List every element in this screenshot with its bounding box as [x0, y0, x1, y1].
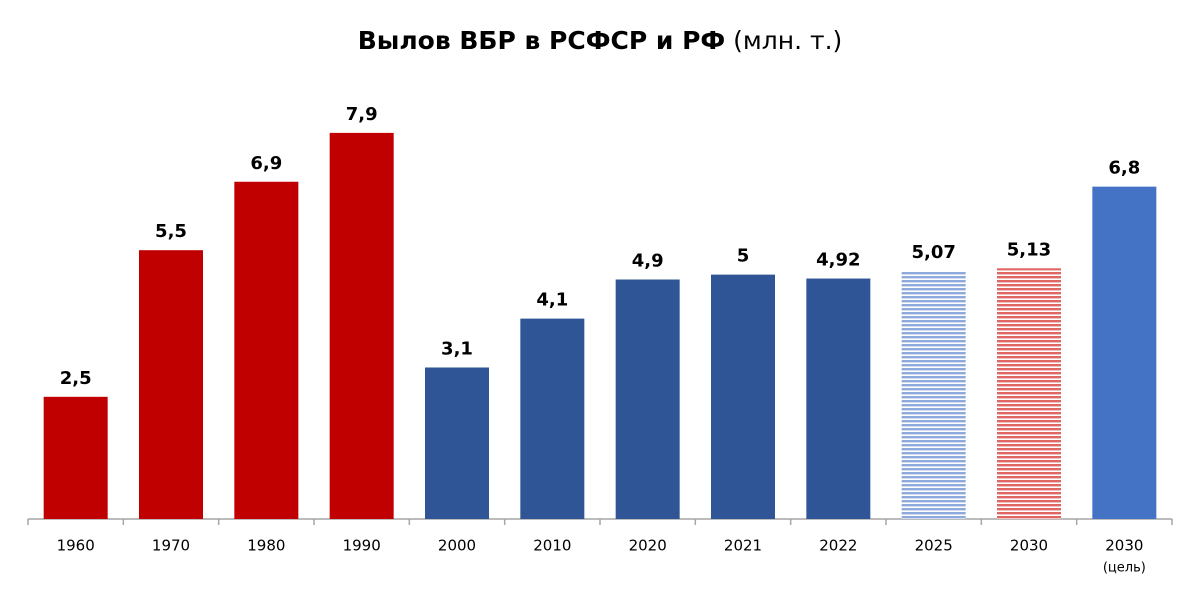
x-tick-label: 2030	[1010, 537, 1048, 555]
bar	[711, 274, 775, 519]
chart-title: Вылов ВБР в РСФСР и РФ (млн. т.)	[358, 26, 843, 55]
x-tick-note: (цель)	[1103, 561, 1146, 576]
x-tick-label: 2021	[724, 537, 762, 555]
x-tick-label: 2010	[533, 537, 571, 555]
bar	[806, 278, 871, 519]
value-label: 5,13	[1007, 239, 1051, 260]
bar	[520, 318, 585, 519]
bar	[615, 279, 680, 519]
value-label: 6,8	[1108, 158, 1140, 179]
x-tick-label: 2025	[915, 537, 953, 555]
x-tick-label: 2000	[438, 537, 476, 555]
bar	[329, 132, 394, 519]
value-label: 5,5	[155, 221, 187, 242]
value-label: 6,9	[250, 153, 282, 174]
x-tick-label: 1980	[247, 537, 285, 555]
value-label: 7,9	[346, 104, 378, 125]
bar	[139, 250, 203, 519]
value-label: 2,5	[60, 368, 92, 389]
bar	[234, 181, 299, 519]
bar	[901, 271, 966, 519]
value-label: 3,1	[441, 338, 473, 359]
value-label: 4,9	[632, 251, 664, 272]
x-tick-label: 1970	[152, 537, 190, 555]
title-unit: (млн. т.)	[733, 26, 842, 55]
value-label: 4,1	[536, 290, 568, 311]
title-main: Вылов ВБР в РСФСР и РФ	[358, 26, 726, 55]
x-tick-label: 1990	[343, 537, 381, 555]
x-tick-label: 2022	[819, 537, 857, 555]
x-tick-label: 2020	[629, 537, 667, 555]
bar	[997, 268, 1061, 519]
value-label: 5	[737, 246, 750, 267]
x-tick-label: 1960	[57, 537, 95, 555]
bar	[1092, 186, 1157, 519]
value-label: 5,07	[911, 242, 955, 263]
x-tick-label: 2030	[1105, 537, 1143, 555]
bar	[43, 396, 108, 519]
bar	[425, 367, 489, 519]
value-label: 4,92	[816, 250, 860, 271]
